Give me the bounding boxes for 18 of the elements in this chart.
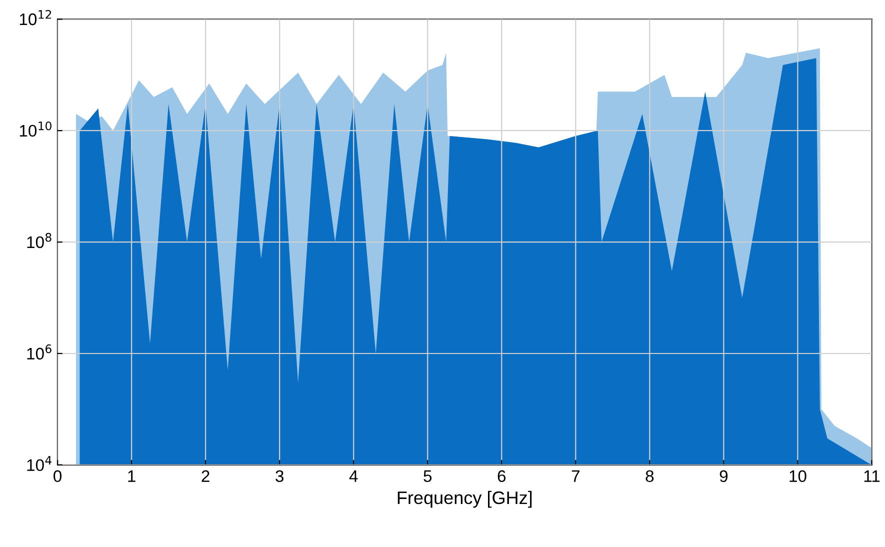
- x-tick-label: 2: [202, 470, 210, 482]
- x-tick-label: 8: [646, 470, 654, 482]
- y-tick-label: 10$^{6}$: [27, 344, 52, 360]
- x-tick-label: 4: [349, 470, 358, 482]
- x-tick-label: 10: [790, 470, 806, 482]
- x-axis-title: Frequency [GHz]: [398, 490, 532, 508]
- x-tick-label: 11: [864, 470, 880, 482]
- y-tick-label: 10$^{12}$: [20, 10, 52, 26]
- x-tick-label: 5: [424, 470, 432, 482]
- x-tick-label: 6: [498, 470, 506, 482]
- x-tick-label: 0: [54, 470, 62, 482]
- y-tick-label: 10$^{4}$: [27, 456, 52, 472]
- x-tick-label: 7: [572, 470, 580, 482]
- x-tick-label: 3: [276, 470, 284, 482]
- y-tick-label: 10$^{10}$: [20, 121, 52, 137]
- y-tick-label: 10$^{8}$: [27, 232, 52, 248]
- x-tick-label: 9: [720, 470, 728, 482]
- x-tick-label: 1: [128, 470, 136, 482]
